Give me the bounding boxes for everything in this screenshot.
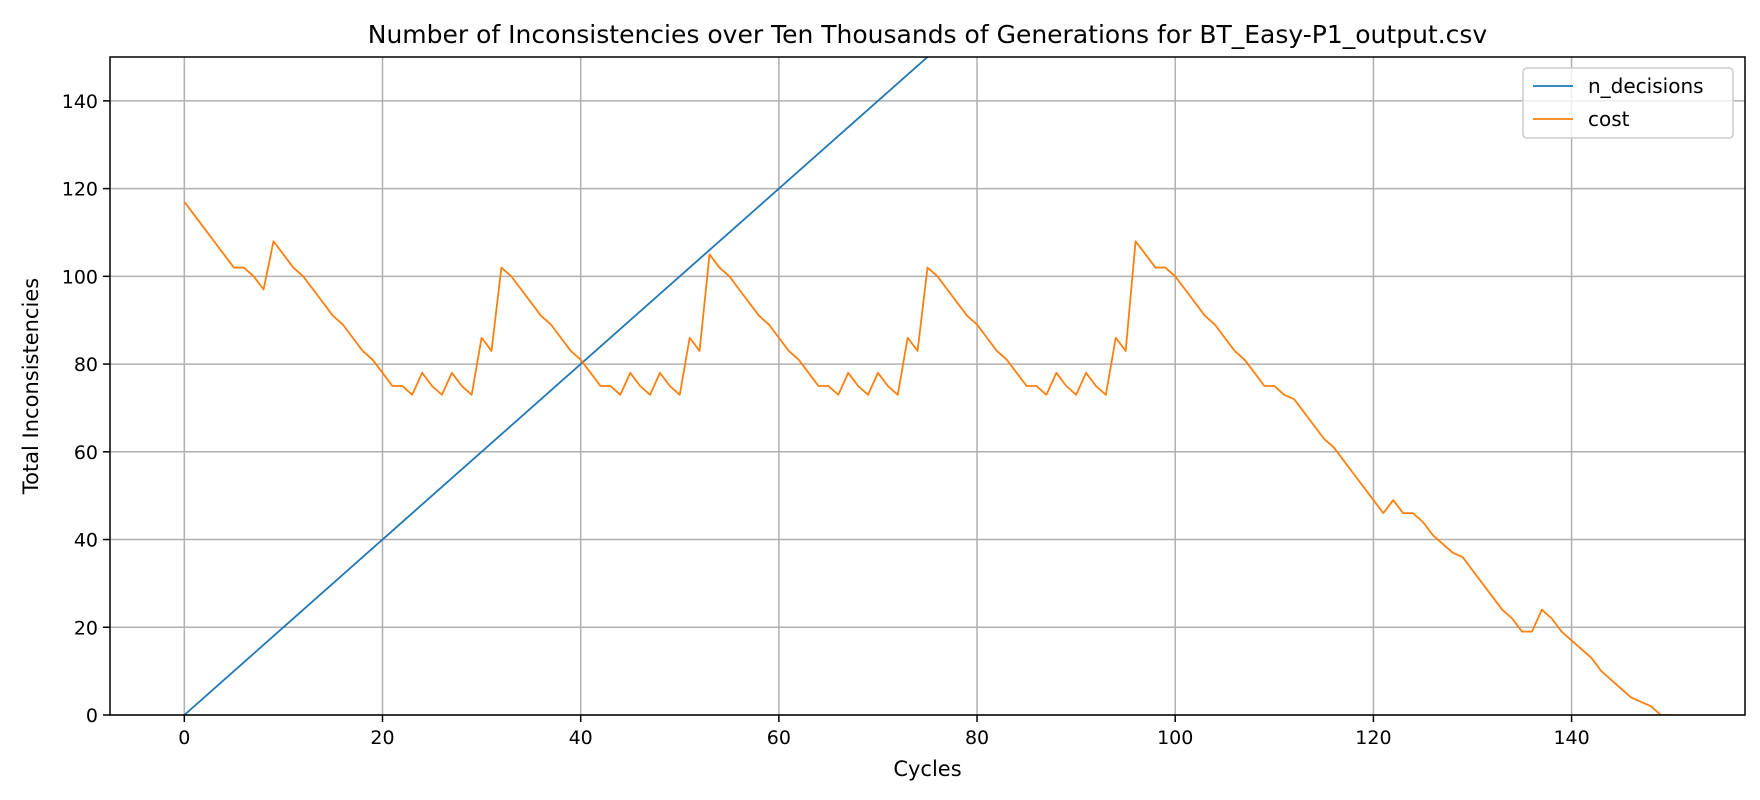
series-line-cost [183,201,1671,715]
series-group [183,57,1671,715]
chart-title: Number of Inconsistencies over Ten Thous… [368,20,1488,49]
x-tick-label: 0 [178,727,190,749]
legend-label-n-decisions: n_decisions [1588,74,1704,98]
x-axis-ticks: 0 20 40 60 80 100 120 140 [178,715,1590,749]
x-tick-label: 120 [1355,727,1391,749]
legend-label-cost: cost [1588,107,1630,131]
y-tick-label: 20 [74,617,98,639]
legend-box [1522,67,1734,139]
y-axis-label: Total Inconsistencies [19,278,43,495]
x-axis-label: Cycles [893,757,961,781]
y-tick-label: 120 [62,179,98,201]
plot-frame [109,56,1746,716]
x-tick-label: 60 [767,727,791,749]
x-tick-label: 40 [569,727,593,749]
series-line-n-decisions [183,57,929,715]
x-tick-label: 100 [1157,727,1193,749]
y-tick-label: 0 [86,705,98,727]
y-tick-label: 60 [74,442,98,464]
x-tick-label: 20 [370,727,394,749]
y-tick-label: 100 [62,266,98,288]
y-axis-ticks: 0 20 40 60 80 100 120 140 [62,91,110,727]
x-tick-label: 80 [965,727,989,749]
plot-area: 0 20 40 60 80 100 120 140 0 20 40 60 80 100 120 140 [62,56,1746,749]
x-tick-label: 140 [1553,727,1589,749]
y-tick-label: 140 [62,91,98,113]
y-tick-label: 80 [74,354,98,376]
y-tick-label: 40 [74,530,98,552]
